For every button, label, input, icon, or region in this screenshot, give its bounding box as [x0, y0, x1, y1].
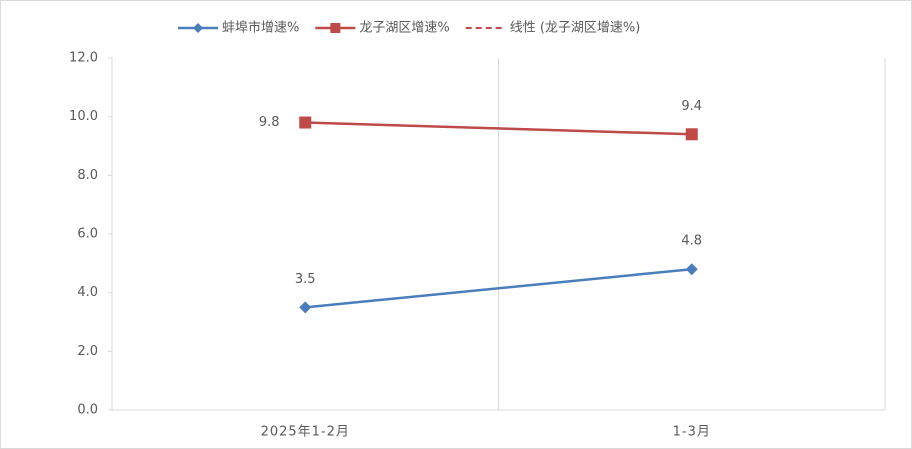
y-tick-label: 4.0: [77, 285, 98, 300]
data-label: 9.8: [259, 115, 280, 130]
legend-label: 线性 (龙子湖区增速%): [510, 21, 641, 36]
x-tick-label: 2025年1-2月: [261, 425, 350, 440]
x-tick-label: 1-3月: [673, 425, 711, 440]
marker: [685, 263, 698, 276]
trendline: [305, 121, 692, 136]
legend-marker: [330, 23, 341, 33]
y-tick-label: 0.0: [77, 403, 98, 418]
data-label: 3.5: [295, 272, 316, 287]
y-tick-label: 8.0: [77, 168, 98, 183]
legend-marker: [193, 23, 203, 33]
y-tick-label: 12.0: [69, 51, 98, 66]
marker: [299, 301, 312, 314]
legend-label: 蚌埠市增速%: [222, 20, 299, 36]
data-label: 4.8: [681, 234, 702, 249]
y-tick-label: 6.0: [77, 227, 98, 242]
marker: [685, 128, 698, 141]
series-line: [305, 267, 692, 309]
data-label: 9.4: [681, 99, 702, 114]
y-tick-label: 2.0: [77, 344, 98, 359]
marker: [299, 116, 312, 129]
y-tick-label: 10.0: [69, 109, 98, 124]
legend-label: 龙子湖区增速%: [359, 21, 449, 36]
